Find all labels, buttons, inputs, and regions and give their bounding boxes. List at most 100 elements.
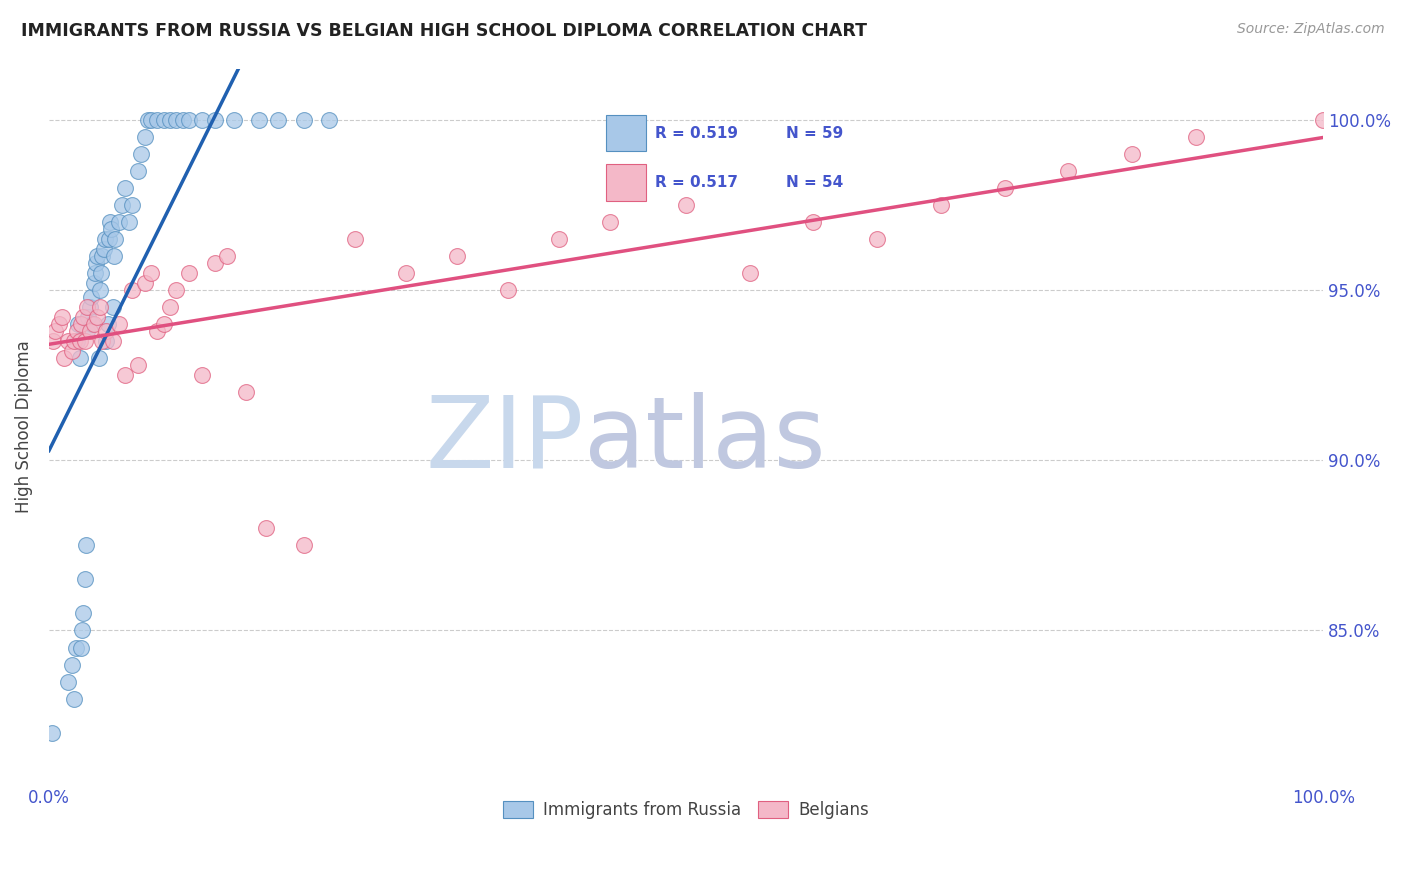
Point bbox=[1312, 112, 1334, 127]
Point bbox=[267, 112, 290, 127]
Point bbox=[179, 112, 201, 127]
Point bbox=[204, 255, 226, 269]
Point bbox=[929, 198, 952, 212]
Point bbox=[77, 310, 100, 325]
Point bbox=[217, 249, 239, 263]
Point bbox=[599, 215, 621, 229]
Point bbox=[53, 351, 76, 365]
Point bbox=[165, 112, 187, 127]
Point bbox=[101, 300, 124, 314]
Point bbox=[114, 180, 136, 194]
Point bbox=[110, 198, 132, 212]
Point bbox=[69, 640, 91, 655]
Point bbox=[129, 146, 152, 161]
Point bbox=[70, 624, 93, 638]
Point bbox=[65, 640, 87, 655]
Point bbox=[72, 607, 94, 621]
Point bbox=[159, 300, 181, 314]
Point bbox=[90, 266, 112, 280]
Point bbox=[738, 266, 761, 280]
Point bbox=[235, 385, 257, 400]
Point bbox=[318, 112, 340, 127]
Point bbox=[114, 368, 136, 382]
Point bbox=[172, 112, 194, 127]
Point bbox=[103, 249, 125, 263]
Point bbox=[100, 221, 122, 235]
Point bbox=[139, 266, 162, 280]
Point bbox=[63, 691, 86, 706]
Text: ZIP: ZIP bbox=[426, 392, 583, 489]
Point bbox=[1121, 146, 1143, 161]
Point bbox=[80, 290, 103, 304]
Point bbox=[139, 112, 162, 127]
Point bbox=[134, 276, 156, 290]
Point bbox=[134, 129, 156, 144]
Point bbox=[56, 674, 79, 689]
Point bbox=[292, 538, 315, 552]
Point bbox=[83, 276, 105, 290]
Point bbox=[56, 334, 79, 348]
Point bbox=[191, 112, 214, 127]
Y-axis label: High School Diploma: High School Diploma bbox=[15, 340, 32, 513]
Point bbox=[60, 344, 83, 359]
Point bbox=[73, 573, 96, 587]
Point bbox=[1184, 129, 1206, 144]
Point bbox=[82, 317, 104, 331]
Text: atlas: atlas bbox=[583, 392, 825, 489]
Point bbox=[94, 232, 117, 246]
Point bbox=[76, 324, 98, 338]
Point bbox=[152, 112, 174, 127]
Point bbox=[91, 249, 114, 263]
Point bbox=[83, 317, 105, 331]
Point bbox=[48, 317, 70, 331]
Text: Source: ZipAtlas.com: Source: ZipAtlas.com bbox=[1237, 22, 1385, 37]
Point bbox=[803, 215, 825, 229]
Point bbox=[44, 324, 66, 338]
Point bbox=[89, 283, 111, 297]
Point bbox=[204, 112, 226, 127]
Point bbox=[179, 266, 201, 280]
Point bbox=[97, 232, 120, 246]
Point bbox=[73, 334, 96, 348]
Point bbox=[191, 368, 214, 382]
Point bbox=[146, 112, 169, 127]
Point bbox=[83, 266, 105, 280]
Point bbox=[127, 358, 149, 372]
Point bbox=[395, 266, 418, 280]
Point bbox=[108, 317, 131, 331]
Point bbox=[66, 324, 89, 338]
Point bbox=[69, 351, 91, 365]
Point bbox=[121, 198, 143, 212]
Point bbox=[69, 317, 91, 331]
Point bbox=[104, 232, 127, 246]
Point bbox=[496, 283, 519, 297]
Point bbox=[118, 215, 141, 229]
Point bbox=[84, 255, 107, 269]
Point bbox=[343, 232, 366, 246]
Point bbox=[86, 249, 108, 263]
Point bbox=[222, 112, 245, 127]
Point bbox=[138, 112, 160, 127]
Point bbox=[86, 310, 108, 325]
Point bbox=[97, 317, 120, 331]
Point bbox=[866, 232, 889, 246]
Point bbox=[547, 232, 569, 246]
Point bbox=[93, 242, 115, 256]
Point bbox=[98, 215, 121, 229]
Point bbox=[42, 334, 65, 348]
Point bbox=[41, 725, 63, 739]
Point bbox=[146, 324, 169, 338]
Point bbox=[247, 112, 270, 127]
Point bbox=[91, 334, 114, 348]
Point bbox=[60, 657, 83, 672]
Point bbox=[1057, 163, 1080, 178]
Point bbox=[66, 334, 89, 348]
Point bbox=[69, 334, 91, 348]
Point bbox=[76, 300, 98, 314]
Point bbox=[51, 310, 73, 325]
Point bbox=[79, 324, 101, 338]
Point bbox=[67, 317, 90, 331]
Point bbox=[446, 249, 468, 263]
Point bbox=[79, 300, 101, 314]
Text: IMMIGRANTS FROM RUSSIA VS BELGIAN HIGH SCHOOL DIPLOMA CORRELATION CHART: IMMIGRANTS FROM RUSSIA VS BELGIAN HIGH S… bbox=[21, 22, 868, 40]
